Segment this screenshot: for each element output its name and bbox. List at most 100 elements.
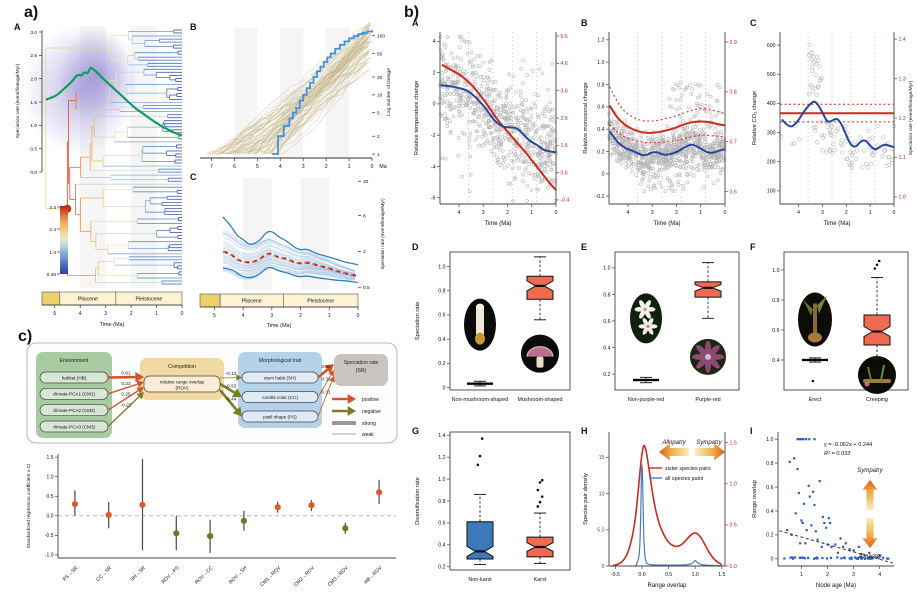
group-sr [334, 354, 388, 386]
svg-text:10: 10 [599, 491, 605, 497]
svg-text:3: 3 [651, 210, 654, 216]
svg-text:1.2: 1.2 [438, 455, 445, 461]
svg-text:1.2: 1.2 [597, 38, 604, 44]
svg-text:ROV→SH: ROV→SH [228, 565, 249, 586]
chart-phylogeny-speciation-rate: 3.0 2.5 2.0 1.5 1.0 0.5 0.0 Speciation rate (ev… [14, 22, 184, 328]
svg-text:CM2→ROV: CM2→ROV [293, 565, 316, 588]
svg-text:CM3→ROV: CM3→ROV [327, 565, 350, 588]
svg-text:1.0: 1.0 [438, 264, 445, 270]
svg-text:0.48: 0.48 [47, 272, 57, 278]
svg-text:1: 1 [155, 311, 158, 317]
median-rate [222, 250, 359, 277]
svg-text:0: 0 [771, 557, 774, 563]
svg-text:habitat (HB): habitat (HB) [62, 375, 87, 380]
svg-text:-0.5: -0.5 [45, 533, 54, 539]
svg-text:3: 3 [270, 313, 273, 319]
phylogenetic-tree [45, 29, 182, 285]
path-coefficient: 0.35 [321, 364, 331, 370]
svg-text:Purple-red: Purple-red [695, 397, 720, 403]
svg-text:0: 0 [181, 311, 184, 317]
svg-text:0.4: 0.4 [438, 337, 445, 343]
svg-text:1.0: 1.0 [772, 268, 779, 274]
svg-text:Non-karst: Non-karst [468, 577, 492, 583]
svg-text:10: 10 [377, 93, 383, 99]
svg-text:5: 5 [377, 110, 380, 116]
svg-text:1.0: 1.0 [597, 60, 604, 66]
legend-label: weak [362, 432, 374, 438]
svg-text:Pleistocene: Pleistocene [135, 297, 162, 303]
svg-text:0: 0 [555, 210, 558, 216]
svg-text:0.4: 0.4 [438, 543, 445, 549]
svg-text:Morphological trait: Morphological trait [259, 358, 302, 364]
legend-label: positive [362, 397, 379, 403]
svg-text:2.4: 2.4 [49, 227, 56, 233]
path-coefficient: -0.44 [226, 396, 237, 402]
svg-text:0.6: 0.6 [603, 319, 610, 325]
svg-text:2: 2 [130, 311, 133, 317]
svg-text:ROV→CC: ROV→CC [194, 565, 215, 586]
background-ltt-lines [205, 21, 372, 155]
svg-text:1.5: 1.5 [718, 572, 725, 578]
coefficient-point [308, 502, 315, 509]
series-red_upper [609, 86, 726, 122]
svg-text:Time (Ma): Time (Ma) [267, 323, 292, 329]
svg-text:0.5: 0.5 [665, 572, 672, 578]
svg-text:300: 300 [767, 130, 776, 136]
svg-text:B: B [190, 22, 197, 32]
svg-text:600: 600 [767, 43, 776, 49]
svg-text:Karst: Karst [534, 577, 547, 583]
coefficient-point [376, 489, 383, 496]
svg-text:-0.5: -0.5 [611, 572, 620, 578]
svg-text:8: 8 [363, 213, 366, 219]
svg-text:Speciation rate (event/lineage: Speciation rate (event/lineage/Myr) [908, 80, 914, 155]
svg-text:2: 2 [675, 210, 678, 216]
series-blue_curve [608, 130, 726, 157]
fit-equation: y = -0.062x + 0.244 [824, 442, 872, 448]
svg-text:Speciation rate: Speciation rate [415, 302, 421, 341]
svg-text:Erect: Erect [809, 397, 822, 403]
svg-text:0.5: 0.5 [730, 523, 737, 529]
svg-text:4: 4 [457, 210, 460, 216]
svg-text:Time (Ma): Time (Ma) [100, 322, 125, 328]
svg-text:1.5: 1.5 [730, 440, 737, 446]
svg-text:Speciation rate (event/lineage: Speciation rate (event/lineage/Myr) [380, 198, 385, 270]
chart-regression-coefficients: -1.0 -0.5 0.0 0.5 1.0 1.5 PS→SR CC→SR SH→SR ROV→P… [26, 454, 396, 588]
svg-text:5: 5 [256, 164, 259, 170]
svg-text:500: 500 [767, 72, 776, 78]
svg-text:2.5: 2.5 [30, 53, 37, 59]
svg-text:0.6: 0.6 [597, 105, 604, 111]
svg-text:HB→ROV: HB→ROV [363, 565, 384, 586]
svg-text:0.8: 0.8 [766, 461, 773, 467]
svg-text:30: 30 [363, 179, 369, 185]
svg-text:0.2: 0.2 [438, 361, 445, 367]
svg-text:C: C [190, 172, 197, 182]
path-coefficient: -0.22 [121, 402, 132, 408]
svg-text:F: F [750, 242, 756, 252]
svg-text:Node age (Ma): Node age (Ma) [816, 583, 856, 589]
svg-text:4: 4 [878, 572, 881, 578]
svg-text:2: 2 [845, 210, 848, 216]
svg-text:climate-PCA3 (CM3): climate-PCA3 (CM3) [53, 424, 96, 429]
svg-text:1.0: 1.0 [438, 477, 445, 483]
series-blue_curve [781, 100, 895, 151]
svg-text:4: 4 [797, 210, 800, 216]
chart-range-overlap-density: 0 5.0 10 15 0.0 0.5 1.0 1.5 -0.5 0.0 0.5 1.0 1.5 Rang… [581, 426, 737, 589]
svg-text:2.0: 2.0 [30, 76, 37, 82]
allopatry-arrow [659, 443, 689, 461]
svg-text:Non-purple-red: Non-purple-red [628, 397, 664, 403]
svg-text:100: 100 [767, 189, 776, 195]
coefficient-point [139, 501, 146, 508]
svg-text:1.0: 1.0 [603, 266, 610, 272]
svg-text:0: 0 [602, 172, 605, 178]
svg-text:0.8: 0.8 [603, 292, 610, 298]
chart-boxplot-corolla-color: 0.2 0.4 0.6 0.8 1.0 Non-purple-red Purple-red E [581, 242, 740, 403]
photo-non-purple-red-flower [630, 293, 662, 344]
svg-text:2: 2 [433, 70, 436, 76]
path-coefficient: 0.23 [121, 381, 131, 387]
svg-text:2.6: 2.6 [561, 116, 568, 122]
svg-text:4: 4 [626, 210, 629, 216]
svg-text:5.6: 5.6 [561, 34, 568, 40]
svg-text:stem habit (SH): stem habit (SH) [264, 375, 296, 380]
svg-text:0.5: 0.5 [47, 494, 54, 500]
sympatry-arrow [695, 443, 725, 461]
